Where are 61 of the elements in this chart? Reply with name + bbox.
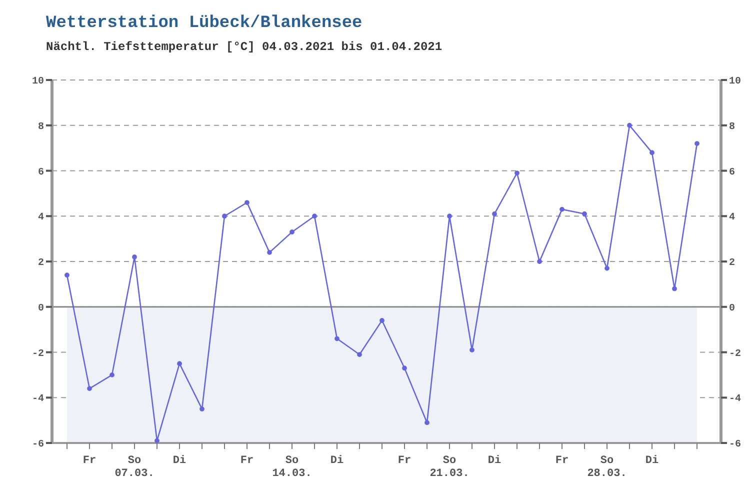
point	[87, 386, 92, 391]
y-tick-label: 10	[32, 76, 44, 88]
y-tick-label: -6	[32, 440, 44, 451]
point	[222, 214, 227, 219]
y2-tick-label: 4	[729, 212, 736, 224]
x-tick-label: So 28.03.	[587, 455, 627, 480]
point	[627, 122, 632, 128]
y2-tick-label: -2	[729, 348, 742, 360]
point	[334, 336, 340, 342]
point	[604, 266, 610, 271]
x-tick-label: Fr	[82, 455, 96, 467]
point	[357, 352, 362, 357]
point	[154, 438, 160, 443]
x-tick-label: So 21.03.	[430, 455, 470, 480]
point	[244, 200, 250, 205]
point	[672, 286, 677, 292]
chart-subtitle: Nächtl. Tiefsttemperatur [°C] 04.03.2021 bis 01.04.2021	[46, 40, 442, 54]
point	[290, 230, 294, 234]
x-tick-label: Fr	[240, 455, 254, 467]
point	[132, 254, 137, 260]
y-tick-label: 2	[38, 258, 44, 270]
y2-tick-label: -4	[729, 394, 742, 406]
point	[402, 366, 407, 371]
point	[492, 211, 497, 216]
point	[267, 250, 272, 255]
x-tick-label: So 07.03.	[114, 455, 154, 480]
chart-title: Wetterstation Lübeck/Blankensee	[46, 14, 362, 33]
y-tick-label: 6	[38, 167, 44, 178]
y-tick-label: 4	[38, 212, 44, 224]
y2-tick-label: -6	[729, 440, 742, 451]
x-tick-label: So 14.03.	[272, 455, 312, 480]
x-tick-label: Fr	[398, 455, 412, 467]
point	[424, 420, 430, 426]
point	[470, 348, 474, 352]
point	[64, 272, 70, 278]
x-tick-label: Di	[172, 455, 186, 467]
y-tick-label: 0	[38, 303, 44, 314]
point	[200, 406, 204, 412]
point	[177, 361, 182, 366]
y2-tick-label: 2	[729, 258, 736, 270]
point	[537, 259, 542, 264]
x-tick-label: Di	[330, 455, 344, 467]
point	[514, 170, 520, 176]
x-tick-label: Di	[488, 455, 502, 467]
point	[650, 150, 654, 156]
point	[380, 318, 384, 323]
y-tick-label: -4	[32, 394, 44, 406]
point	[447, 214, 452, 219]
y2-tick-label: 0	[729, 303, 736, 314]
x-tick-label: Fr	[555, 455, 569, 467]
point	[312, 214, 317, 219]
y2-tick-label: 8	[729, 122, 736, 133]
y2-tick-label: 6	[729, 167, 736, 178]
y-tick-label: 8	[38, 122, 44, 133]
point	[560, 206, 564, 212]
y-tick-label: -2	[32, 348, 44, 360]
point	[582, 211, 587, 216]
x-tick-label: Di	[645, 455, 659, 467]
y2-tick-label: 10	[729, 76, 742, 88]
point	[694, 141, 700, 146]
point	[110, 372, 114, 378]
